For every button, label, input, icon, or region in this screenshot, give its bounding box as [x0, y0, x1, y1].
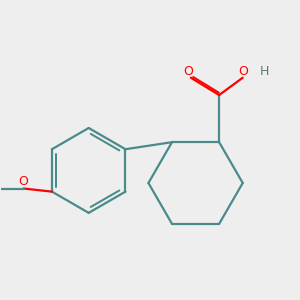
Text: H: H: [260, 65, 269, 78]
Text: O: O: [19, 175, 28, 188]
Text: O: O: [238, 65, 248, 78]
Text: O: O: [183, 65, 193, 78]
